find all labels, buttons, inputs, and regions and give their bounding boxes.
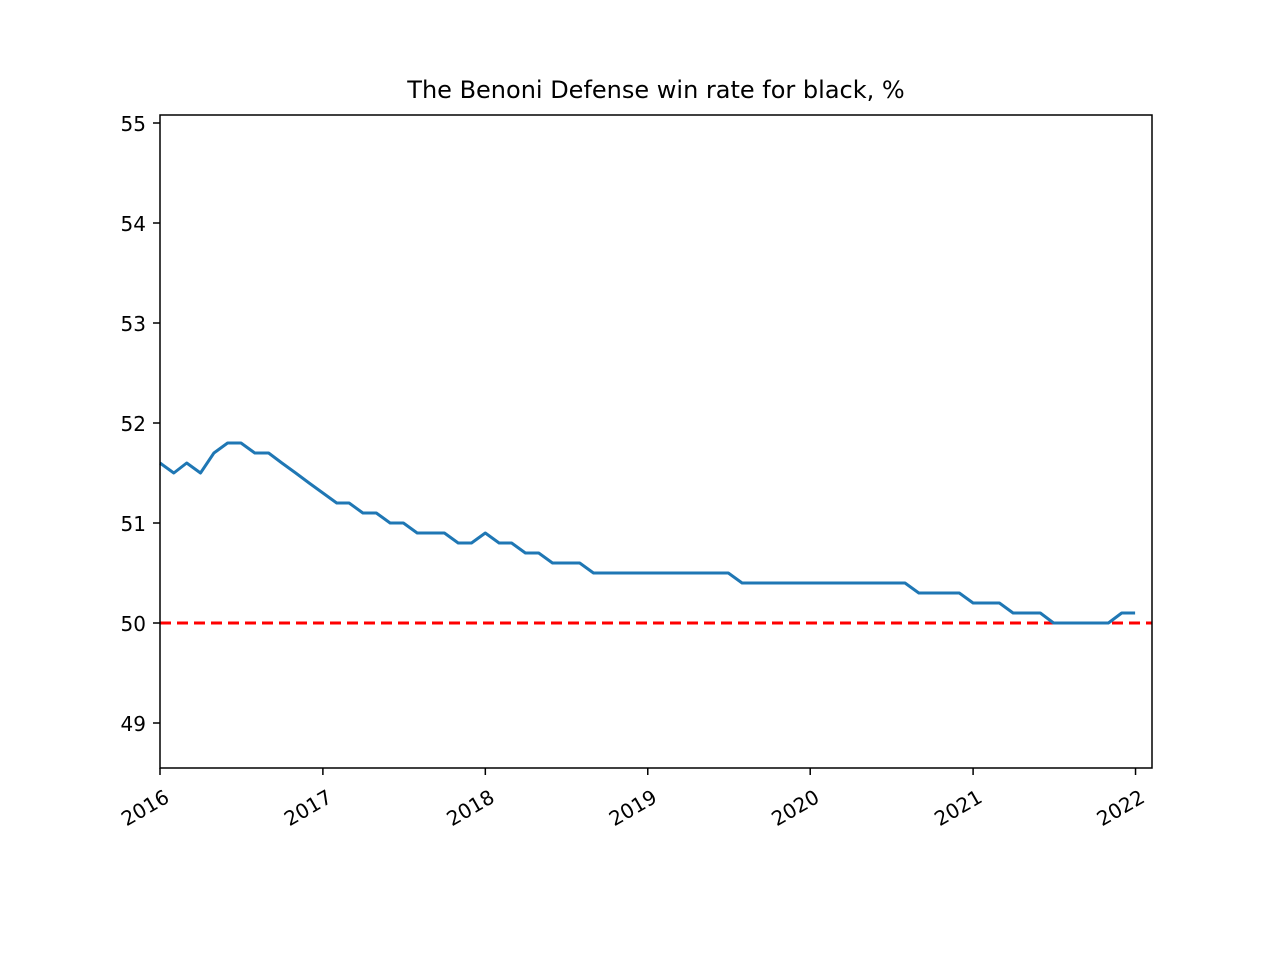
y-tick-label: 49	[121, 712, 146, 736]
y-tick-label: 55	[121, 112, 146, 136]
y-tick-label: 52	[121, 412, 146, 436]
y-tick-label: 50	[121, 612, 146, 636]
y-tick-label: 51	[121, 512, 146, 536]
y-tick-label: 54	[121, 212, 146, 236]
plot-frame	[159, 114, 1153, 769]
series-line-0	[159, 441, 1136, 625]
y-tick-label: 53	[121, 312, 146, 336]
plot-area	[159, 441, 1152, 625]
chart-title: The Benoni Defense win rate for black, %	[406, 76, 904, 104]
